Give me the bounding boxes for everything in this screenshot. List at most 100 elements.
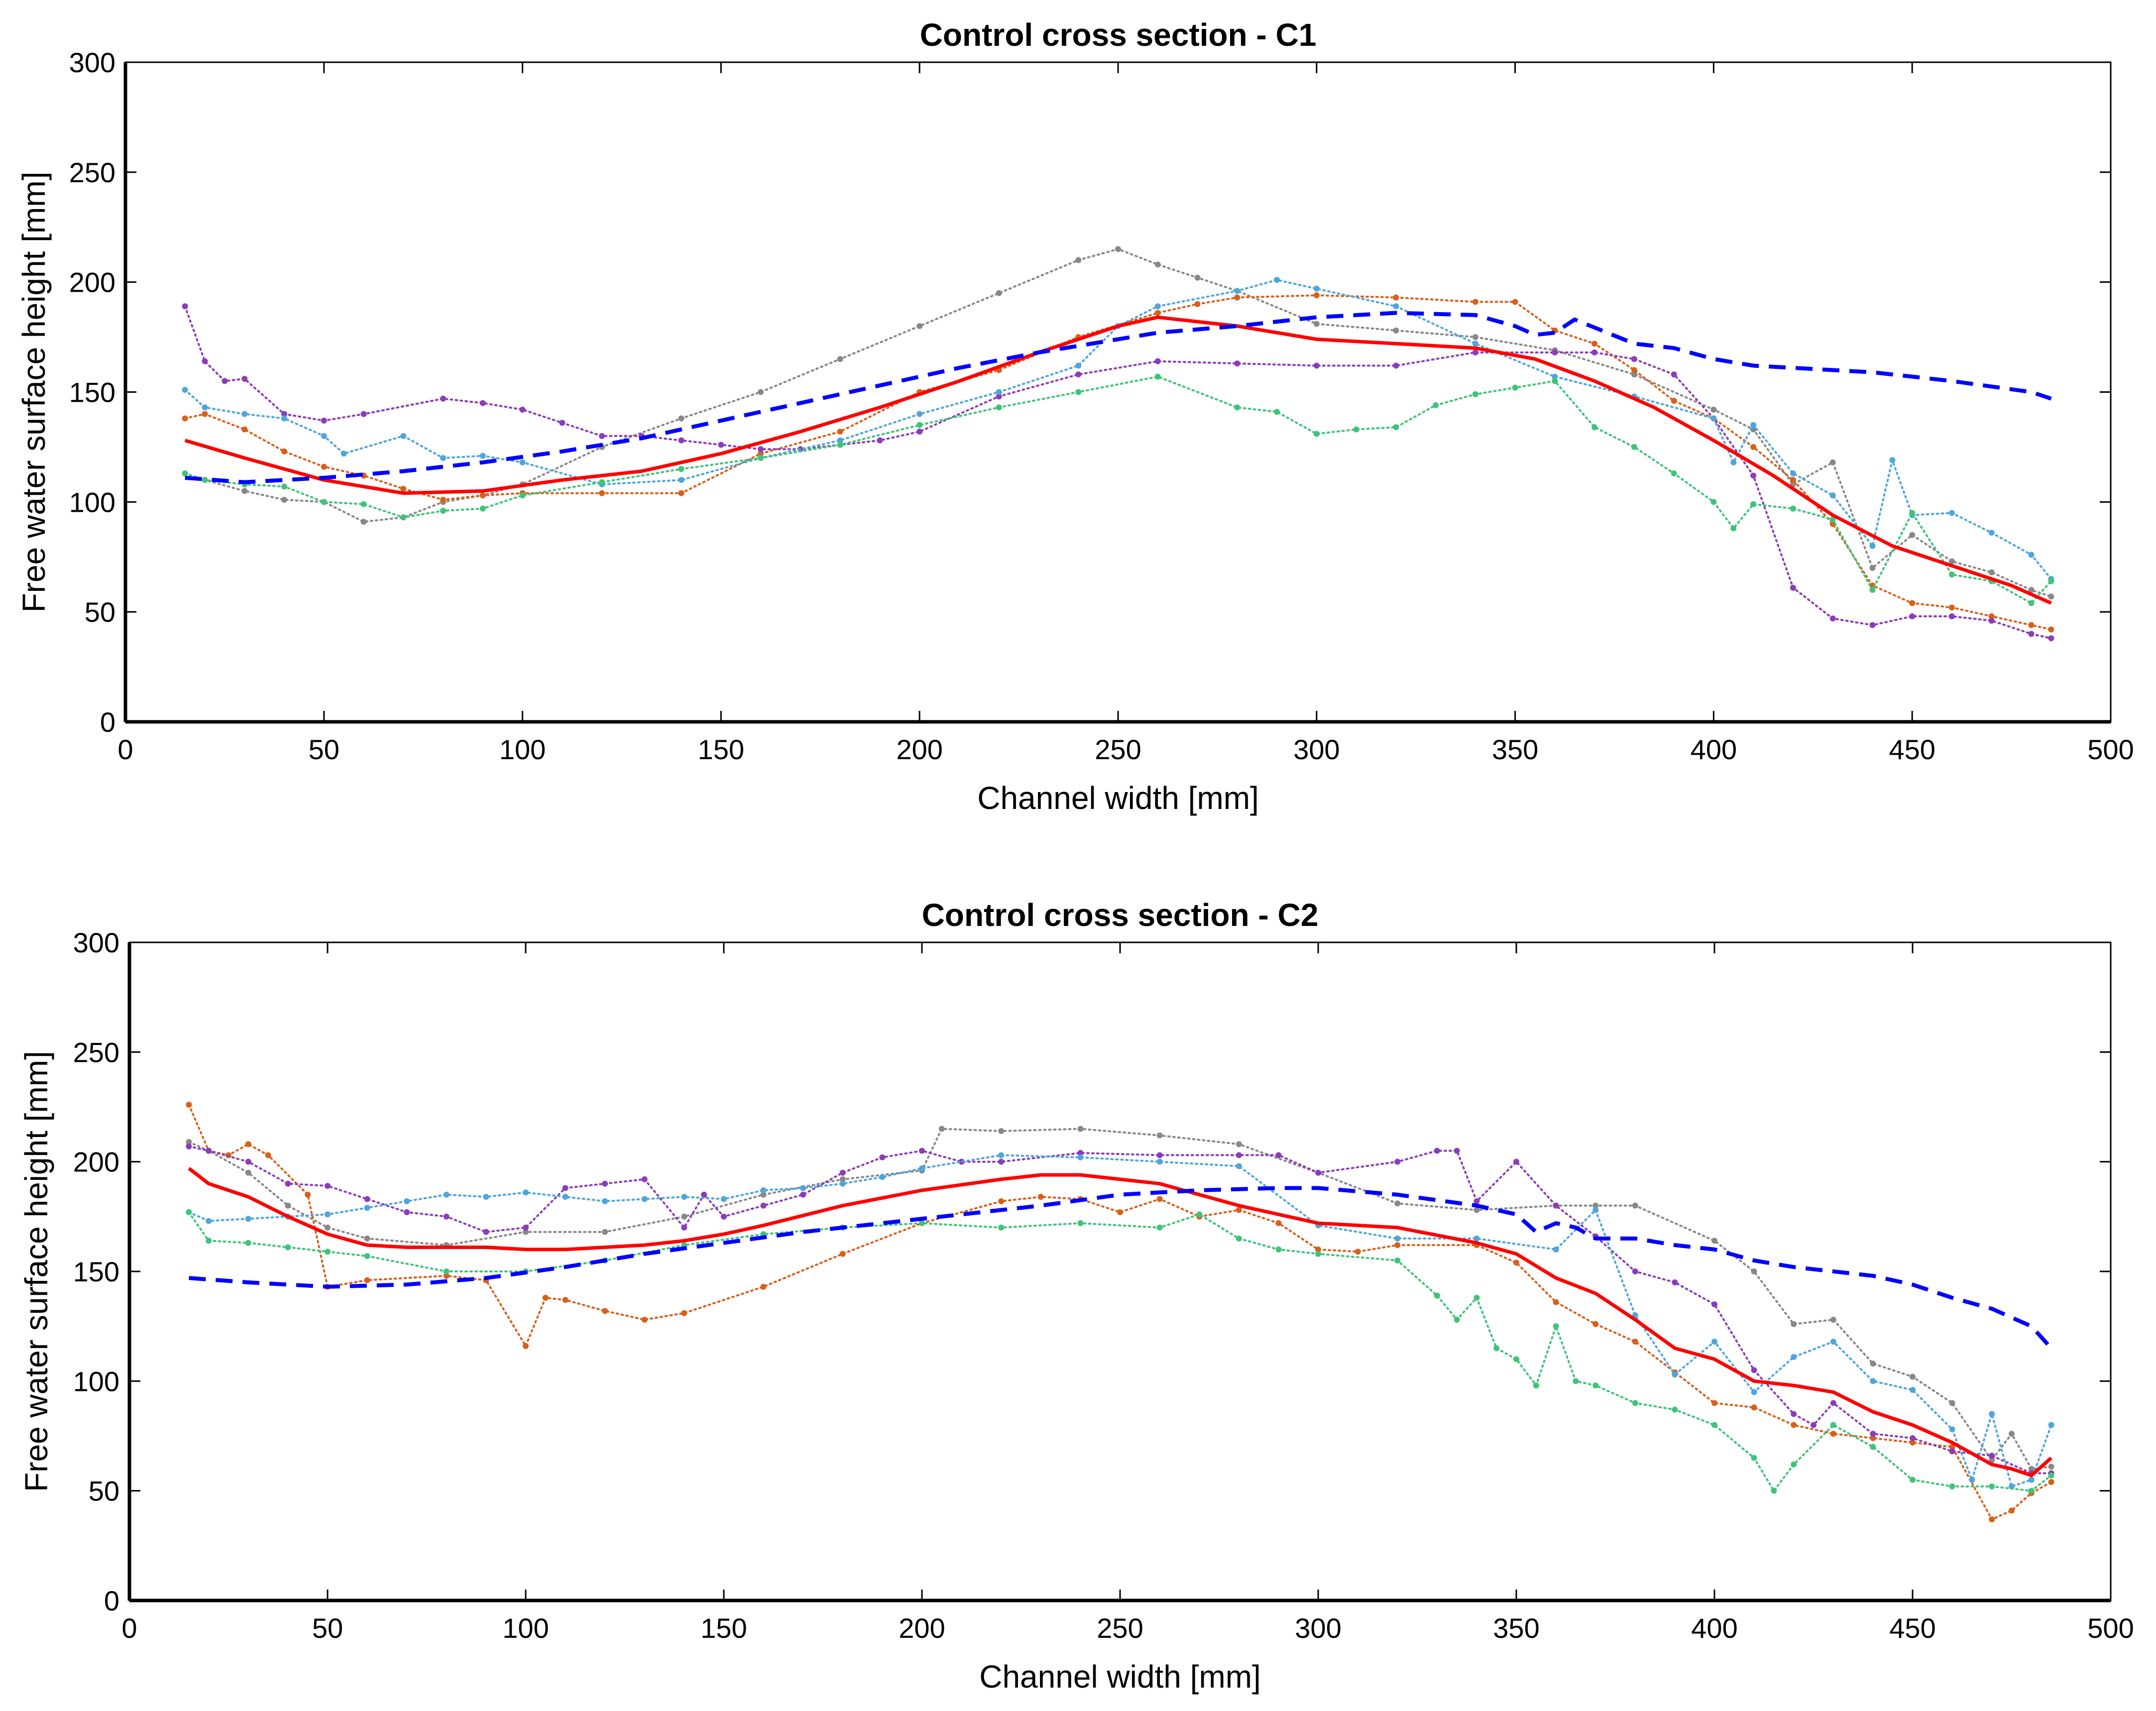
y-tick-label: 0 [100,706,115,738]
data-point [1989,1411,1995,1417]
data-point [1313,431,1320,437]
chart-title: Control cross section - C1 [920,17,1317,53]
x-axis-label: Channel width [mm] [979,1659,1261,1695]
data-point [1988,617,1995,624]
data-point [916,422,923,428]
data-point [1751,1455,1757,1461]
data-point [1791,1461,1797,1468]
data-point [1791,1354,1797,1360]
data-point [1115,246,1121,252]
data-point [2048,626,2054,633]
data-point [678,466,684,472]
data-point [760,1283,767,1290]
data-point [186,1143,192,1149]
data-point [758,446,764,453]
data-point [1771,1487,1777,1494]
data-point [1393,303,1399,310]
data-point [325,1249,331,1255]
y-tick-label: 200 [73,1146,119,1178]
data-point [1750,501,1757,507]
data-point [718,442,724,448]
data-point [1315,1251,1321,1257]
data-point [1553,1299,1559,1305]
data-point [1154,373,1161,380]
series-line [184,248,2052,598]
data-point [758,389,764,395]
data-point [1672,1371,1678,1378]
data-point [1751,1404,1757,1411]
data-point [1790,584,1796,591]
data-point [1591,349,1598,355]
series-6 [188,1167,2052,1478]
data-point [360,501,367,507]
data-point [1474,1198,1480,1204]
data-point [1870,1431,1876,1437]
data-point [996,393,1002,400]
data-point [681,1194,687,1200]
y-tick-label: 200 [69,267,115,298]
data-point [1156,1152,1163,1158]
data-point [1830,1316,1836,1323]
data-point [1948,558,1955,565]
y-tick-label: 150 [73,1256,119,1287]
data-point [245,1141,251,1147]
data-point [1077,1150,1084,1156]
data-point [2009,1431,2015,1437]
data-point [1196,1211,1203,1218]
data-point [1989,1516,1995,1522]
data-point [760,1187,767,1193]
data-point [241,376,248,382]
data-point [1988,569,1995,575]
data-point [1870,1361,1876,1367]
data-point [483,1194,489,1200]
data-point [998,1224,1005,1231]
data-point [678,477,684,483]
data-point [1077,1220,1084,1227]
data-point [760,1202,767,1209]
data-point [1910,1439,1916,1446]
data-point [519,406,526,413]
chart-title: Control cross section - C2 [922,897,1319,933]
data-point [681,1310,687,1316]
data-point [916,323,923,329]
data-point [1592,1321,1599,1327]
data-point [1909,613,1916,619]
data-point [241,488,248,494]
data-point [400,514,407,521]
data-point [1274,409,1280,415]
data-point [245,1169,251,1176]
x-tick-label: 250 [1095,734,1141,765]
data-point [760,1191,767,1198]
data-point [1313,285,1320,292]
series-line [189,1186,2053,1350]
data-point [1077,1126,1084,1132]
data-point [1869,565,1876,571]
data-point [364,1253,370,1259]
data-point [1275,1220,1282,1227]
data-point [440,496,447,503]
data-point [2028,1477,2035,1483]
data-point [1969,1477,1975,1483]
data-point [837,442,843,448]
data-point [1949,1444,1955,1450]
data-point [758,451,764,457]
data-point [1711,1301,1717,1308]
series-3 [186,1143,2054,1477]
data-point [519,459,526,465]
data-point [1275,1152,1282,1158]
data-point [562,1297,568,1303]
data-point [325,1224,331,1231]
data-point [879,1174,886,1180]
data-point [1632,1202,1638,1209]
data-point [1750,472,1757,479]
data-point [1236,1235,1242,1242]
data-point [1631,367,1637,373]
data-point [2028,622,2035,628]
data-point [1474,1235,1480,1242]
data-point [1234,294,1241,301]
data-point [1791,1321,1797,1327]
data-point [519,492,526,499]
data-point [1710,406,1717,413]
data-point [1811,1422,1816,1428]
data-point [1394,1235,1401,1242]
